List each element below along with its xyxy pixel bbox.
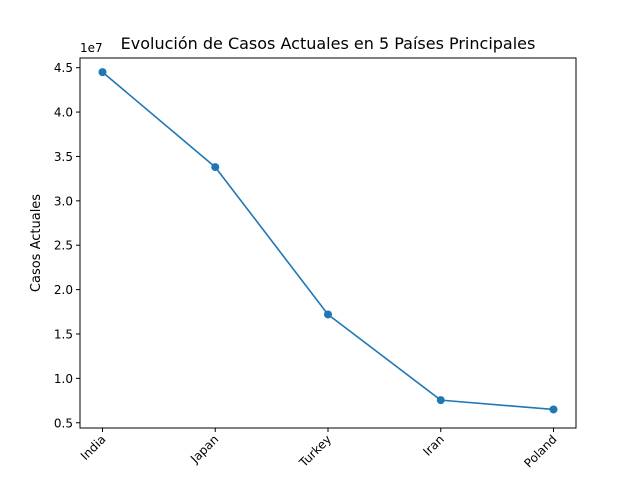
data-point: [98, 68, 107, 77]
x-tick-label: Japan: [187, 432, 221, 466]
y-tick-label: 1.0: [54, 372, 73, 386]
plot-series: [98, 68, 558, 414]
x-tick-label: Poland: [521, 432, 559, 470]
y-tick-label: 0.5: [54, 416, 73, 430]
data-point: [436, 396, 445, 405]
x-tick-label: India: [78, 432, 109, 463]
chart-title: Evolución de Casos Actuales en 5 Países …: [121, 34, 536, 53]
plot-frame: [79, 57, 577, 429]
y-tick-label: 2.0: [54, 283, 73, 297]
y-tick-label: 4.0: [54, 106, 73, 120]
y-tick-label: 2.5: [54, 239, 73, 253]
data-point: [549, 405, 558, 414]
data-point: [211, 163, 220, 172]
series-line: [101, 71, 554, 411]
y-tick-label: 3.5: [54, 150, 73, 164]
y-axis: 0.5 1.0 1.5 2.0 2.5 3.0 3.5 4.0 4.5: [54, 61, 80, 430]
x-tick-label: Iran: [420, 432, 446, 458]
y-tick-label: 1.5: [54, 327, 73, 341]
data-point: [324, 310, 332, 319]
y-tick-label: 4.5: [54, 61, 73, 75]
x-tick-label: Turkey: [296, 432, 334, 470]
y-axis-offset-label: 1e7: [80, 41, 103, 55]
y-tick-label: 3.0: [54, 194, 73, 208]
y-axis-label: Casos Actuales: [29, 194, 44, 292]
x-axis: India Japan Turkey Iran Poland: [78, 428, 560, 470]
